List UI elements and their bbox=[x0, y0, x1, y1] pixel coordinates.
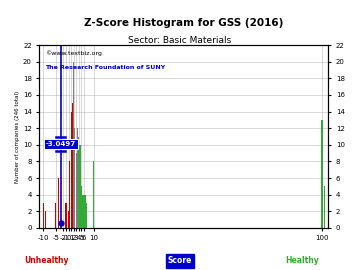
Bar bbox=[68, 211, 69, 228]
Bar bbox=[78, 137, 79, 228]
Bar bbox=[45, 211, 46, 228]
Bar bbox=[55, 203, 57, 228]
Bar bbox=[72, 103, 73, 228]
Bar bbox=[69, 161, 71, 228]
Y-axis label: Number of companies (246 total): Number of companies (246 total) bbox=[15, 90, 20, 183]
Bar bbox=[321, 120, 323, 228]
Bar bbox=[81, 186, 82, 228]
Text: Score: Score bbox=[168, 256, 192, 265]
Text: ©www.textbiz.org: ©www.textbiz.org bbox=[45, 51, 102, 56]
Bar bbox=[85, 195, 86, 228]
Text: Healthy: Healthy bbox=[285, 256, 319, 265]
Bar bbox=[42, 203, 44, 228]
Bar bbox=[82, 195, 83, 228]
Text: -3.0497: -3.0497 bbox=[46, 141, 76, 147]
Bar bbox=[73, 62, 74, 228]
Bar bbox=[66, 203, 67, 228]
Text: Unhealthy: Unhealthy bbox=[24, 256, 69, 265]
Bar bbox=[83, 195, 84, 228]
Text: Sector: Basic Materials: Sector: Basic Materials bbox=[129, 36, 231, 45]
Bar bbox=[93, 161, 94, 228]
Bar bbox=[86, 203, 87, 228]
Title: Z-Score Histogram for GSS (2016): Z-Score Histogram for GSS (2016) bbox=[84, 18, 284, 28]
Text: The Research Foundation of SUNY: The Research Foundation of SUNY bbox=[45, 65, 166, 70]
Bar bbox=[71, 112, 72, 228]
Bar bbox=[58, 178, 59, 228]
Bar bbox=[74, 128, 76, 228]
Bar bbox=[324, 186, 325, 228]
Bar bbox=[80, 145, 81, 228]
Bar bbox=[76, 153, 77, 228]
Bar bbox=[77, 128, 78, 228]
